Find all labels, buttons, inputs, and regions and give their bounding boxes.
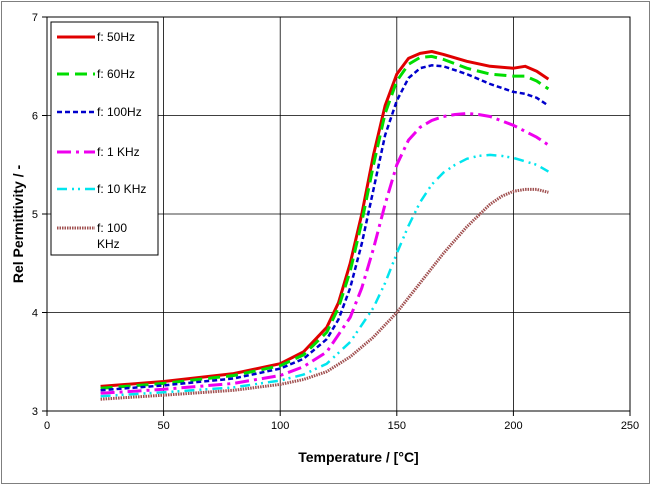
- axis-ticks: 0 50 100 150 200 250 3 4 5 6 7: [32, 12, 639, 432]
- x-tick-label: 250: [621, 420, 639, 432]
- y-tick-label: 4: [32, 308, 38, 320]
- legend-label-0: f: 50Hz: [97, 30, 135, 44]
- legend-box: [50, 21, 159, 256]
- gridlines: [47, 17, 630, 411]
- series-line-4: [100, 153, 550, 398]
- series-line-5: [100, 187, 549, 401]
- y-tick-label: 3: [32, 406, 38, 418]
- legend-label-1: f: 60Hz: [97, 67, 135, 81]
- x-tick-label: 200: [504, 420, 522, 432]
- series-group: [100, 50, 550, 401]
- series-line-0: [100, 50, 550, 388]
- y-axis-title: Rel Permittivity / -: [10, 165, 26, 284]
- y-tick-label: 7: [32, 12, 38, 24]
- legend-label-2: f: 100Hz: [97, 105, 142, 119]
- series-line-3: [100, 112, 550, 395]
- y-tick-label: 5: [32, 209, 38, 221]
- series-line-1: [100, 54, 550, 390]
- legend-label-4: f: 10 KHz: [97, 182, 146, 196]
- series-line-2: [100, 64, 550, 392]
- x-tick-label: 0: [44, 420, 50, 432]
- legend: f: 50Hz f: 60Hz f: 100Hz f: 1 KHz f: 10 KHz f…: [50, 21, 159, 256]
- y-tick-label: 6: [32, 111, 38, 123]
- x-tick-label: 50: [157, 420, 169, 432]
- legend-label-3: f: 1 KHz: [97, 145, 140, 159]
- x-tick-label: 150: [388, 420, 406, 432]
- legend-label-5: f: 100 KHz: [97, 221, 127, 251]
- x-tick-label: 100: [271, 420, 289, 432]
- x-axis-title: Temperature / [°C]: [298, 449, 418, 465]
